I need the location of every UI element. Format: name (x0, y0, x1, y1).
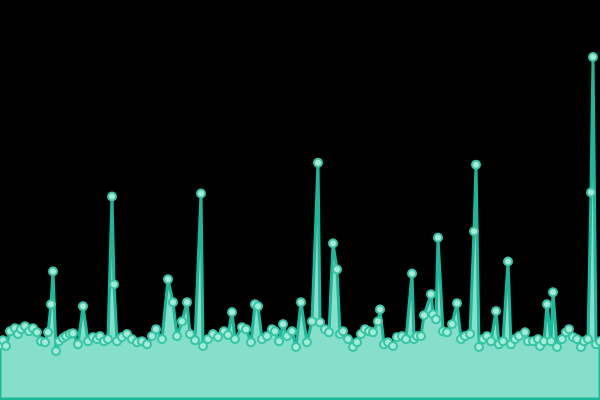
data-point-marker (338, 326, 348, 337)
data-point-marker (278, 319, 288, 330)
data-point-marker (431, 314, 441, 325)
data-point-marker (503, 256, 513, 267)
data-point-marker (469, 226, 479, 237)
data-point-marker (588, 52, 598, 62)
data-point-marker (368, 327, 378, 338)
data-point-marker (375, 304, 385, 315)
data-point-marker (352, 337, 362, 348)
data-point-marker (296, 297, 306, 308)
data-point-marker (447, 319, 457, 330)
data-point-marker (452, 298, 462, 309)
data-point-marker (190, 335, 200, 346)
data-point-marker (332, 264, 342, 275)
data-point-marker (471, 159, 481, 170)
data-point-marker (343, 334, 353, 345)
data-point-marker (230, 334, 240, 345)
data-point-marker (552, 342, 562, 352)
data-point-marker (241, 324, 251, 335)
data-point-marker (270, 326, 280, 337)
data-point-marker (324, 327, 334, 338)
data-point-marker (465, 329, 475, 339)
data-point-marker (182, 297, 192, 308)
data-point-marker (274, 336, 284, 347)
data-point-marker (40, 337, 50, 348)
data-point-marker (498, 336, 508, 347)
data-point-marker (315, 317, 325, 328)
data-point-marker (1, 341, 11, 351)
data-point-marker (172, 331, 182, 342)
data-point-marker (433, 232, 443, 243)
data-point-marker (68, 328, 78, 339)
data-point-marker (542, 299, 552, 310)
data-point-marker (142, 339, 152, 350)
data-point-marker (474, 342, 484, 352)
data-point-marker (213, 332, 223, 343)
data-point-marker (46, 299, 56, 310)
data-point-marker (48, 266, 58, 277)
data-point-marker (163, 274, 173, 285)
data-point-marker (546, 336, 556, 347)
data-point-marker (78, 301, 88, 312)
data-point-marker (595, 336, 600, 347)
data-point-marker (103, 334, 113, 345)
data-point-marker (302, 337, 312, 348)
data-point-marker (157, 334, 167, 345)
data-point-marker (246, 337, 256, 348)
data-point-marker (177, 316, 187, 327)
data-point-marker (548, 287, 558, 298)
data-point-marker (426, 289, 436, 300)
data-point-marker (313, 157, 323, 168)
data-point-marker (107, 191, 117, 202)
data-point-marker (307, 316, 317, 327)
data-point-marker (564, 324, 574, 335)
data-point-marker (291, 342, 301, 352)
data-point-marker (196, 188, 206, 199)
data-point-marker (416, 331, 426, 342)
data-point-marker (43, 327, 53, 338)
data-point-marker (328, 238, 338, 249)
data-point-marker (73, 339, 83, 350)
data-point-marker (442, 327, 452, 338)
data-point-marker (262, 331, 272, 342)
data-point-marker (491, 306, 501, 317)
data-point-marker (373, 316, 383, 327)
data-point-marker (583, 334, 593, 345)
data-point-marker (185, 329, 195, 339)
data-point-marker (486, 336, 496, 347)
data-point-marker (223, 330, 233, 340)
data-point-marker (419, 310, 429, 321)
data-point-marker (586, 187, 596, 198)
data-point-marker (227, 307, 237, 318)
data-point-marker (401, 334, 411, 345)
data-point-marker (51, 346, 61, 357)
data-point-marker (168, 297, 178, 308)
data-point-marker (287, 326, 297, 337)
data-point-marker (520, 327, 530, 338)
data-point-marker (151, 324, 161, 335)
data-point-marker (32, 327, 42, 338)
data-point-marker (109, 279, 119, 290)
data-point-marker (388, 341, 398, 351)
data-point-marker (253, 301, 263, 312)
data-point-marker (407, 268, 417, 279)
data-point-marker (198, 341, 208, 351)
